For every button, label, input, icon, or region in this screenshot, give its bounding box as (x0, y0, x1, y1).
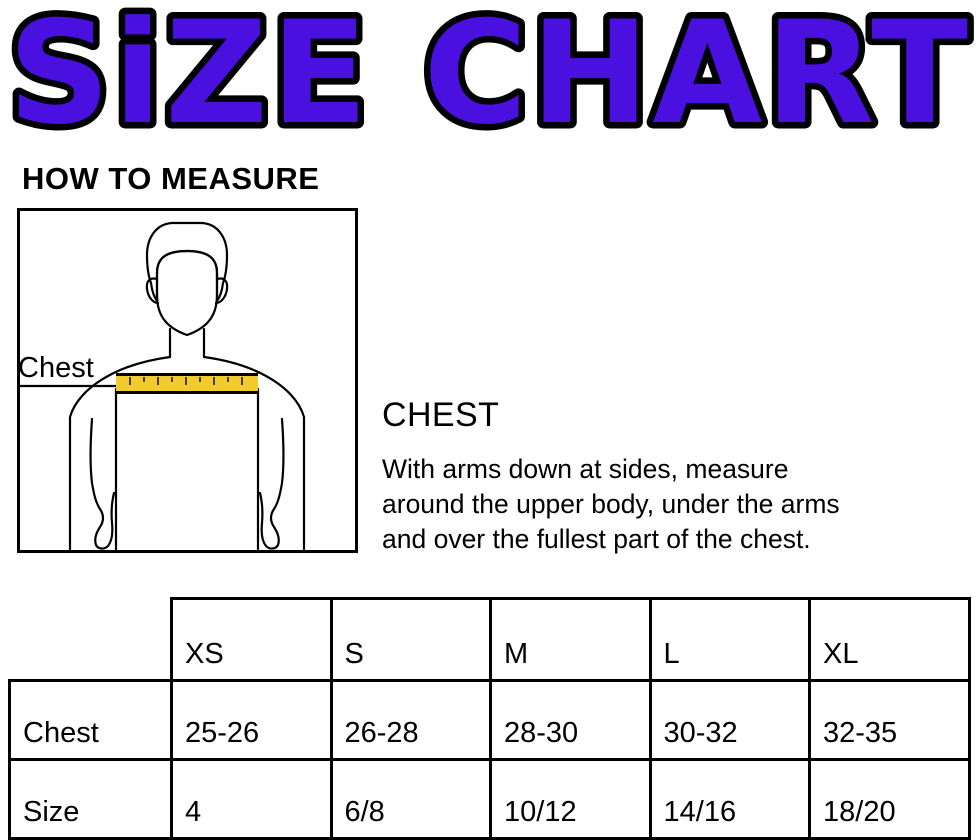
cell-chest-m: 28-30 (489, 679, 652, 761)
table-header-xl: XL (808, 597, 971, 682)
measurement-diagram-box (17, 208, 358, 553)
left-shoulder-arm-outer (68, 355, 172, 550)
chest-section-description: With arms down at sides, measure around … (382, 452, 972, 557)
table-corner-blank (10, 599, 172, 681)
body-figure-illustration (20, 221, 306, 550)
chest-section-heading: CHEST (382, 396, 500, 434)
right-shoulder-arm-outer (202, 355, 306, 550)
right-hand (258, 417, 285, 550)
chest-desc-line-3: and over the fullest part of the chest. (382, 524, 811, 554)
left-ear (145, 277, 160, 305)
chest-measure-label: Chest (18, 352, 94, 384)
cell-size-xl: 18/20 (808, 758, 971, 840)
table-row-chest: Chest 25-26 26-28 28-30 30-32 32-35 (8, 679, 971, 761)
cell-size-s: 6/8 (329, 758, 492, 840)
cell-chest-xs: 25-26 (170, 679, 333, 761)
tape-band (116, 374, 258, 393)
table-header-row: XS S M L XL (10, 597, 971, 682)
cell-size-m: 10/12 (489, 758, 652, 840)
right-ear (214, 277, 229, 305)
table-header-s: S (329, 597, 492, 682)
table-row-size: Size 4 6/8 10/12 14/16 18/20 (8, 758, 971, 840)
chest-desc-line-1: With arms down at sides, measure (382, 454, 789, 484)
cell-chest-l: 30-32 (648, 679, 811, 761)
page-title-banner: SiZE CHART (0, 0, 978, 152)
row-label-size: Size (8, 758, 173, 840)
how-to-measure-heading: HOW TO MEASURE (22, 161, 320, 196)
table-header-xs: XS (170, 597, 333, 682)
tape-ticks (129, 377, 243, 385)
chest-desc-line-2: around the upper body, under the arms (382, 489, 840, 519)
table-header-m: M (489, 597, 652, 682)
cell-chest-s: 26-28 (329, 679, 492, 761)
face-outline (155, 249, 219, 337)
cell-size-xs: 4 (170, 758, 333, 840)
table-header-l: L (648, 597, 811, 682)
size-chart-table: XS S M L XL Chest 25-26 26-28 28-30 30-3… (8, 597, 971, 840)
measuring-tape-icon (116, 373, 258, 394)
title-graphic: SiZE CHART (2, 0, 975, 152)
cell-chest-xl: 32-35 (808, 679, 971, 761)
row-label-chest: Chest (8, 679, 173, 761)
cell-size-l: 14/16 (648, 758, 811, 840)
page-title: SiZE CHART (8, 0, 971, 152)
neck (168, 327, 206, 359)
left-hand (89, 417, 116, 550)
